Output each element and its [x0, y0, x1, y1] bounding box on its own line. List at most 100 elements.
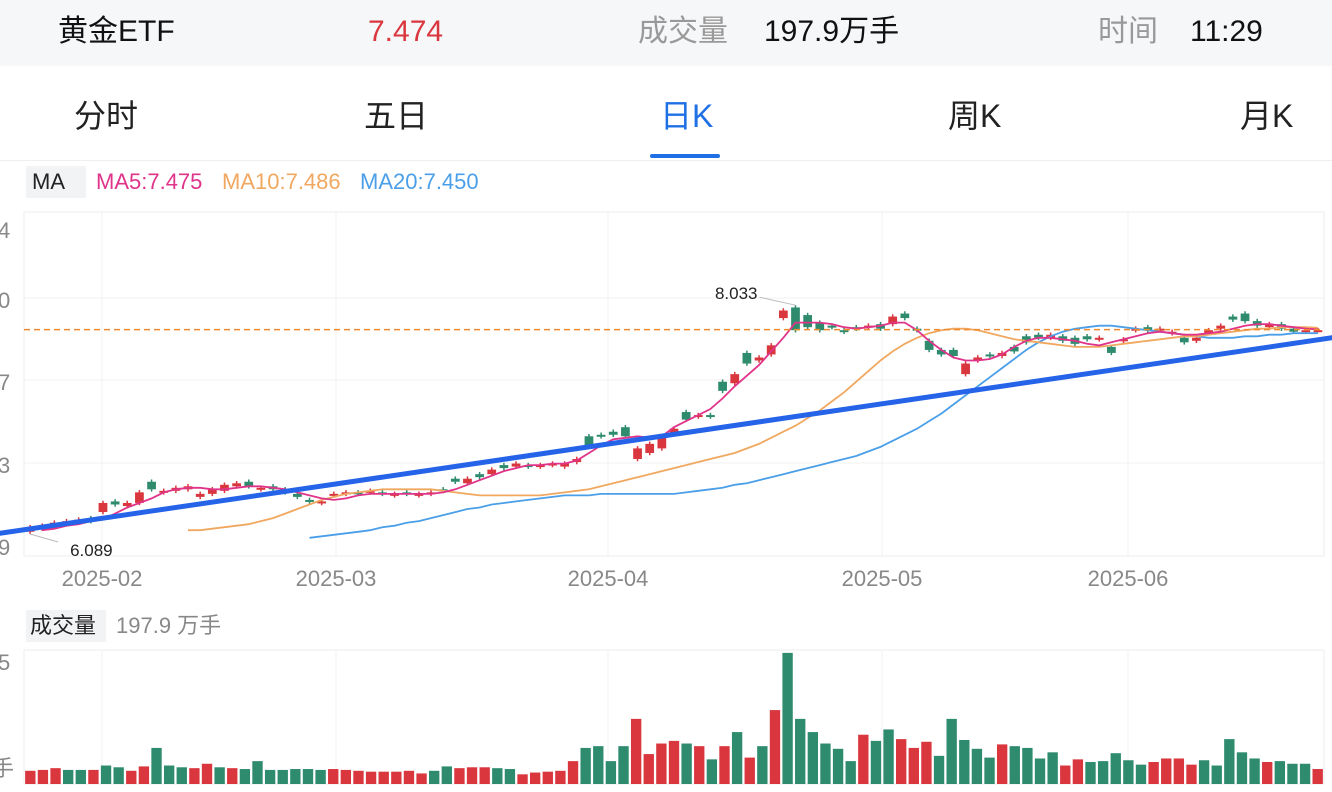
- volume-bar: [984, 757, 995, 784]
- volume-tick-label: 5: [0, 650, 10, 675]
- tab-five-day[interactable]: 五日: [364, 98, 429, 134]
- candle-body: [195, 493, 205, 497]
- candle-body: [815, 322, 825, 331]
- volume-bar: [933, 755, 945, 784]
- candle-body: [803, 315, 813, 328]
- candle-body: [450, 478, 460, 482]
- volume-bar: [163, 765, 175, 784]
- tab-monthly-k[interactable]: 月K: [1240, 98, 1294, 134]
- candle-body: [232, 483, 241, 487]
- volume-bar: [50, 768, 61, 784]
- volume-bar: [845, 761, 856, 784]
- volume-bar: [466, 767, 478, 784]
- candle-body: [766, 345, 776, 355]
- volume-bar: [807, 732, 819, 784]
- ma20-legend: MA20:7.450: [360, 169, 479, 194]
- candle-body: [329, 493, 339, 496]
- ma-label[interactable]: MA: [32, 169, 65, 194]
- volume-bar: [365, 771, 377, 784]
- candle-body: [900, 313, 910, 319]
- candle-body: [220, 484, 229, 491]
- candle-body: [511, 463, 521, 467]
- candle-body: [1289, 328, 1298, 332]
- period-tabs: 分时 五日 日K 周K 月K: [0, 66, 1332, 161]
- tab-daily-k[interactable]: 日K: [660, 98, 714, 134]
- volume-bar: [896, 739, 907, 784]
- volume-value: 197.9万手: [764, 15, 900, 48]
- candle-body: [936, 349, 946, 355]
- candle-body: [778, 310, 788, 319]
- volume-bar: [492, 768, 503, 784]
- volume-bar: [593, 746, 604, 784]
- high-marker-line: [759, 296, 796, 306]
- tab-intraday[interactable]: 分时: [74, 98, 139, 134]
- ma-selector[interactable]: [26, 166, 86, 198]
- time-value: 11:29: [1190, 15, 1263, 48]
- volume-bar: [832, 748, 844, 784]
- volume-bar: [214, 767, 225, 784]
- volume-bar: [605, 761, 617, 784]
- candle-body: [98, 502, 108, 513]
- candle-body: [1192, 337, 1201, 341]
- volume-bar: [290, 769, 301, 784]
- volume-bar: [1262, 762, 1273, 784]
- volume-panel-title-box[interactable]: [26, 610, 106, 642]
- candle-body: [1034, 334, 1043, 338]
- volume-bar: [1224, 739, 1235, 784]
- volume-bar: [227, 768, 238, 784]
- security-name: 黄金ETF: [58, 15, 175, 48]
- candle-body: [584, 436, 594, 446]
- time-label: 时间: [1098, 15, 1158, 48]
- volume-bar: [353, 770, 364, 784]
- candle-body: [523, 465, 533, 468]
- candle-body: [961, 363, 970, 375]
- candle-body: [1301, 330, 1311, 333]
- volume-bar: [618, 746, 629, 784]
- volume-bar: [1047, 752, 1058, 784]
- volume-bar: [340, 769, 352, 784]
- candle-body: [924, 340, 934, 350]
- volume-bar: [757, 746, 768, 784]
- volume-bar: [681, 743, 692, 784]
- candle-body: [548, 463, 557, 466]
- high-price-label: 8.033: [715, 284, 758, 303]
- volume-bar: [630, 718, 642, 784]
- volume-bar: [264, 769, 276, 784]
- volume-bar: [63, 769, 74, 784]
- volume-bar: [75, 769, 86, 784]
- candle-body: [1119, 339, 1128, 342]
- candle-body: [681, 412, 691, 420]
- candle-body: [317, 501, 327, 504]
- candle-body: [1179, 337, 1189, 343]
- candle-body: [256, 487, 266, 490]
- volume-bar: [795, 718, 806, 784]
- volume-bar: [1123, 760, 1134, 784]
- candle-body: [487, 469, 497, 475]
- candle-body: [122, 502, 132, 506]
- ma10-line: [188, 326, 1318, 532]
- price-tick-label: 4: [0, 218, 10, 243]
- candle-body: [1143, 327, 1153, 331]
- volume-bar: [858, 734, 869, 784]
- price-tick-label: 3: [0, 453, 10, 478]
- volume-bar: [1186, 764, 1197, 784]
- candle-body: [669, 428, 679, 434]
- volume-bar: [908, 747, 919, 784]
- candle-body: [973, 357, 983, 361]
- candle-body: [535, 465, 545, 468]
- tab-weekly-k[interactable]: 周K: [948, 98, 1002, 134]
- volume-bar: [959, 740, 970, 784]
- candle-body: [390, 493, 399, 496]
- date-tick-label: 2025-03: [296, 566, 377, 591]
- volume-bar: [946, 718, 957, 784]
- quote-header: 黄金ETF 7.474 成交量 197.9万手 时间 11:29: [0, 0, 1332, 66]
- volume-panel-value: 197.9 万手: [116, 613, 222, 638]
- candle-body: [1264, 324, 1274, 328]
- volume-bar: [580, 747, 591, 784]
- candle-body: [730, 374, 740, 384]
- candle-body: [608, 431, 618, 435]
- volume-bar: [1236, 752, 1248, 784]
- candle-body: [1082, 336, 1092, 340]
- candle-body: [888, 316, 898, 325]
